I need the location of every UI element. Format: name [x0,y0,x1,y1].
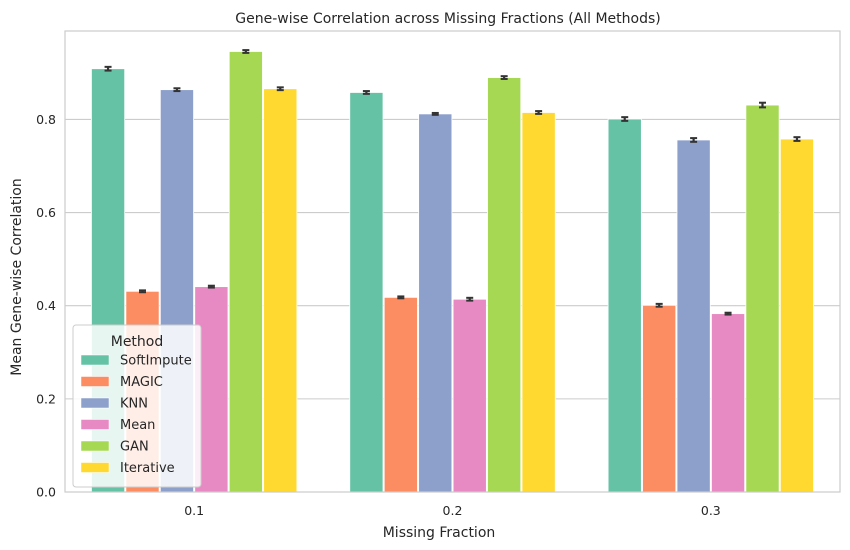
bar [607,118,642,493]
y-tick-label: 0.0 [36,485,56,500]
legend-label: SoftImpute [120,354,192,369]
x-axis-ticks: 0.1 0.2 0.3 [184,503,721,518]
legend-label: KNN [120,397,148,412]
bar [745,104,780,493]
legend-swatch [80,462,110,473]
y-tick-label: 0.6 [36,205,56,220]
y-axis-ticks: 0.0 0.2 0.4 0.6 0.8 [36,112,56,500]
gridlines [65,118,840,400]
legend-swatch [80,419,110,430]
x-axis-label: Missing Fraction [383,525,496,541]
bar [349,92,384,493]
legend-label: Mean [120,418,155,433]
legend-swatch [80,376,110,387]
y-axis-label: Mean Gene-wise Correlation [9,178,25,376]
x-tick-label: 0.3 [701,503,721,518]
legend-label: Iterative [120,461,175,476]
legend: Method SoftImpute MAGIC KNN Mean GAN Iterativ… [72,324,202,488]
bar [228,51,263,493]
legend-label: MAGIC [120,375,163,390]
bar [452,298,487,493]
bar [711,313,746,493]
x-tick-label: 0.2 [443,503,463,518]
bar [676,139,711,493]
legend-swatch [80,354,110,366]
y-tick-label: 0.2 [36,391,56,406]
bar [779,138,814,493]
bar [642,304,677,493]
y-tick-label: 0.8 [36,112,56,127]
legend-label: GAN [120,440,149,455]
legend-title: Method [111,334,164,350]
y-tick-label: 0.4 [36,298,56,313]
chart-title: Gene-wise Correlation across Missing Fra… [235,11,661,27]
legend-swatch [80,440,110,452]
plot-frame [64,30,841,493]
bar [263,88,298,493]
legend-swatch [80,397,110,409]
bar [383,296,418,493]
x-tick-label: 0.1 [184,503,204,518]
bar [521,112,556,493]
bar [418,113,453,493]
bar [487,77,522,493]
